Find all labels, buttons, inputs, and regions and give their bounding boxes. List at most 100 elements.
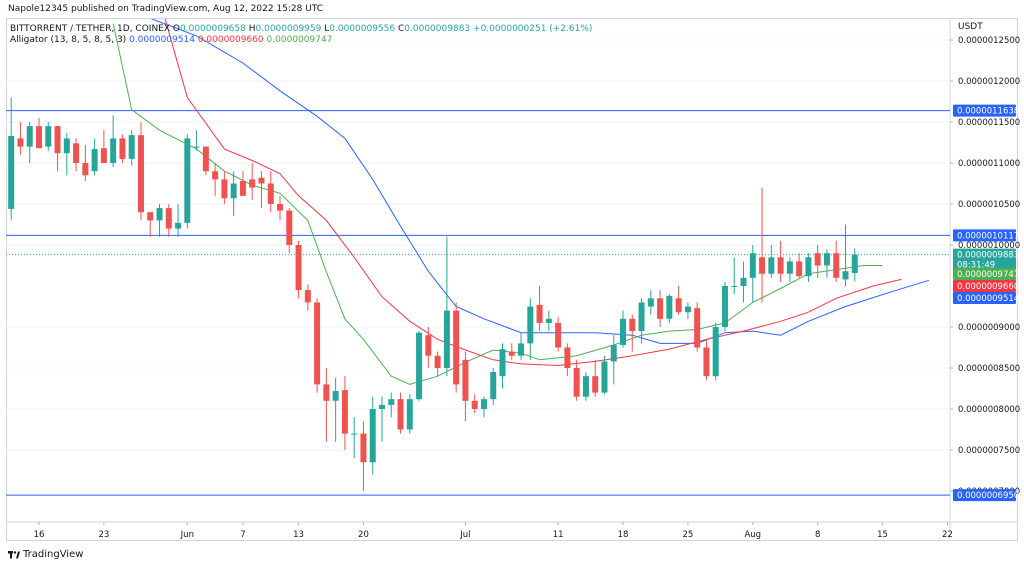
candle: [638, 298, 645, 344]
candle-body: [36, 126, 42, 149]
candle: [193, 130, 200, 151]
candle: [8, 97, 15, 221]
candle: [666, 294, 673, 323]
candle-body: [91, 149, 98, 172]
candle: [82, 144, 89, 182]
candle-body: [842, 271, 849, 280]
candle: [471, 394, 478, 414]
candle: [165, 204, 172, 237]
candle: [721, 281, 728, 332]
candle-body: [620, 318, 627, 346]
horizontal-lines-layer: [6, 110, 950, 496]
level-price-label: 0.0000010117: [957, 231, 1019, 241]
candle: [694, 302, 701, 352]
candle-body: [249, 179, 256, 188]
candle-body: [823, 253, 830, 266]
price-tick-label: 0.0000012500: [958, 36, 1020, 46]
indicator-price-tag: [953, 268, 1016, 280]
indicator-price-tag: [953, 280, 1016, 292]
time-tick-label: 25: [682, 530, 693, 540]
candle: [54, 126, 61, 172]
candle: [833, 240, 840, 282]
candle: [17, 122, 24, 155]
open-value: 0.0000009658: [180, 24, 246, 34]
tradingview-brand[interactable]: TradingView: [8, 549, 83, 560]
candle-body: [17, 138, 24, 147]
candle-body: [212, 171, 219, 180]
indicator-price-label: 0.0000009883: [957, 251, 1019, 261]
candle-body: [518, 343, 525, 356]
candle-body: [814, 253, 821, 266]
candle: [249, 163, 256, 200]
price-tags-layer: 0.0000011638 0.0000010117 0.0000006950 0.00…: [953, 104, 1019, 502]
countdown-label: 08:31:49: [957, 261, 995, 271]
candle-body: [165, 208, 172, 229]
candle: [814, 245, 821, 278]
candle: [480, 396, 487, 418]
candle: [823, 249, 830, 278]
time-tick-label: 7: [240, 530, 245, 540]
candle-body: [128, 135, 135, 159]
low-label: L: [324, 24, 330, 34]
candle-body: [786, 261, 793, 274]
candle: [184, 134, 191, 229]
close-value: 0.0000009883: [404, 24, 471, 34]
candle-body: [694, 308, 701, 348]
candle: [239, 171, 246, 196]
candle-body: [416, 332, 423, 400]
candle-body: [796, 261, 803, 277]
candle: [406, 394, 413, 434]
time-axis: 16 23 Jun 7 13 20 Jul 11 18 25 Aug 8 15 22: [34, 522, 953, 540]
high-value: 0.0000009959: [255, 24, 322, 34]
publish-info: Napole12345 published on TradingView.com…: [8, 4, 324, 14]
candle-body: [8, 135, 15, 209]
candle: [703, 339, 710, 381]
indicator-title[interactable]: Alligator (13, 8, 5, 8, 5, 3): [10, 35, 127, 45]
legend-indicator-row: Alligator (13, 8, 5, 8, 5, 3) 0.00000095…: [10, 35, 592, 46]
candle-body: [119, 138, 126, 159]
candle: [490, 368, 497, 405]
candle-body: [332, 390, 339, 401]
candle: [100, 130, 107, 163]
candle-body: [193, 146, 200, 148]
candle-body: [666, 295, 673, 319]
candle: [175, 204, 182, 237]
candle-body: [239, 181, 246, 196]
candle: [740, 261, 747, 303]
candle: [657, 290, 664, 327]
candle-body: [397, 399, 404, 430]
candle-body: [26, 126, 33, 147]
candle: [212, 163, 219, 196]
open-label: O: [172, 24, 180, 34]
candle: [388, 392, 395, 418]
candle: [434, 351, 441, 377]
candle: [137, 122, 144, 221]
candle-body: [545, 318, 552, 323]
candle: [304, 284, 311, 311]
low-value: 0.0000009556: [329, 24, 396, 34]
candle: [397, 392, 404, 434]
symbol-title[interactable]: BITTORRENT / TETHER, 1D, COINEX: [10, 24, 171, 34]
candle-body: [100, 148, 107, 163]
candle: [63, 132, 70, 176]
candle-body: [536, 304, 543, 323]
candle: [759, 187, 766, 303]
candle: [536, 286, 543, 332]
time-tick-label: Jul: [459, 530, 470, 540]
time-tick-label: 16: [34, 530, 45, 540]
price-tick-label: 0.0000012000: [958, 77, 1020, 87]
candle: [119, 134, 126, 163]
time-tick-label: 20: [358, 530, 369, 540]
level-price-label: 0.0000011638: [957, 107, 1019, 117]
chart-frame[interactable]: [6, 18, 1018, 541]
candle: [156, 204, 163, 237]
candle-body: [82, 163, 89, 176]
candle: [647, 290, 654, 315]
candle-body: [851, 254, 858, 274]
candle-body: [740, 277, 747, 286]
candle-body: [610, 345, 617, 362]
candle-body: [490, 372, 497, 400]
time-tick-label: 22: [942, 530, 953, 540]
